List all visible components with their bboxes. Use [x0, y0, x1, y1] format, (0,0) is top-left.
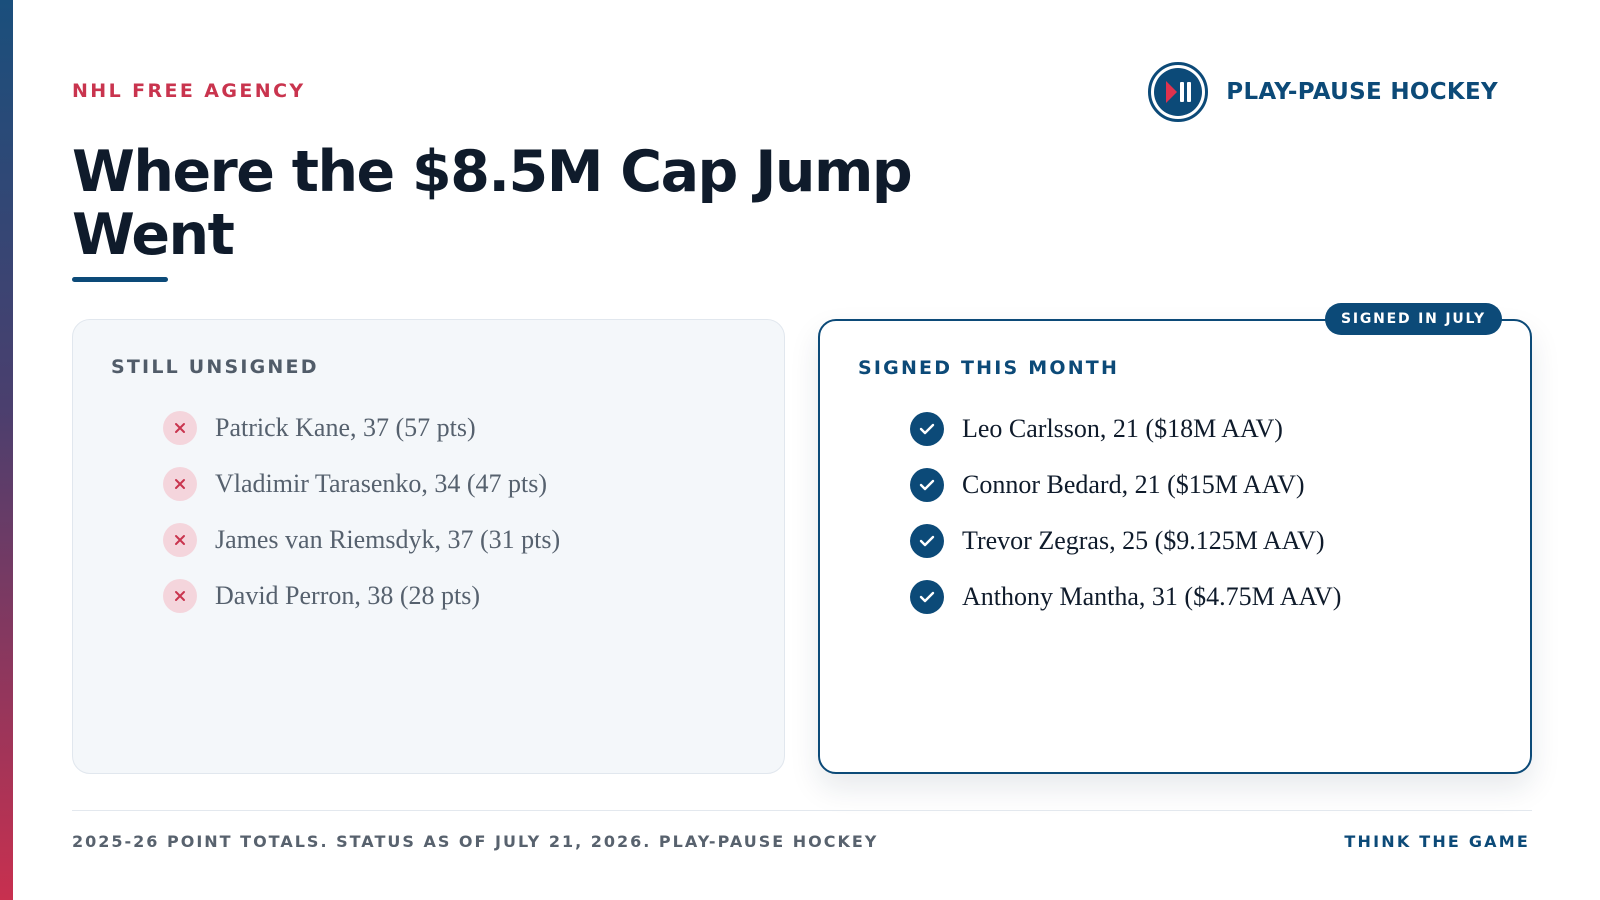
list-item: Leo Carlsson, 21 ($18M AAV)	[910, 401, 1341, 457]
list-item: Patrick Kane, 37 (57 pts)	[163, 400, 560, 456]
list-item: Anthony Mantha, 31 ($4.75M AAV)	[910, 569, 1341, 625]
player-entry: Connor Bedard, 21 ($15M AAV)	[962, 470, 1305, 499]
check-icon	[910, 412, 944, 446]
player-entry: David Perron, 38 (28 pts)	[215, 581, 481, 610]
x-icon	[163, 467, 197, 501]
list-item: David Perron, 38 (28 pts)	[163, 568, 560, 624]
list-item: Trevor Zegras, 25 ($9.125M AAV)	[910, 513, 1341, 569]
x-icon	[163, 411, 197, 445]
signed-card: SIGNED IN JULY SIGNED THIS MONTH Leo Car…	[818, 303, 1532, 774]
page-title: Where the $8.5M Cap Jump Went	[72, 139, 913, 268]
player-entry: Patrick Kane, 37 (57 pts)	[215, 413, 476, 442]
unsigned-list: Patrick Kane, 37 (57 pts) Vladimir Taras…	[163, 400, 560, 624]
list-item: Vladimir Tarasenko, 34 (47 pts)	[163, 456, 560, 512]
unsigned-heading: STILL UNSIGNED	[111, 356, 319, 378]
check-icon	[910, 468, 944, 502]
footer-tagline: THINK THE GAME	[1344, 832, 1530, 851]
player-entry: James van Riemsdyk, 37 (31 pts)	[215, 525, 561, 554]
eyebrow-label: NHL FREE AGENCY	[72, 80, 306, 102]
signed-heading: SIGNED THIS MONTH	[858, 357, 1120, 379]
list-item: Connor Bedard, 21 ($15M AAV)	[910, 457, 1341, 513]
status-badge: SIGNED IN JULY	[1324, 303, 1502, 335]
player-entry: Leo Carlsson, 21 ($18M AAV)	[962, 414, 1283, 443]
title-underline	[72, 277, 168, 282]
list-item: James van Riemsdyk, 37 (31 pts)	[163, 512, 560, 568]
accent-strip	[0, 0, 13, 900]
play-pause-icon	[1166, 81, 1192, 103]
player-entry: Vladimir Tarasenko, 34 (47 pts)	[215, 469, 548, 498]
brand-logo	[1148, 62, 1209, 122]
brand-name: PLAY-PAUSE HOCKEY	[1226, 79, 1498, 105]
signed-list: Leo Carlsson, 21 ($18M AAV) Connor Bedar…	[910, 401, 1341, 625]
check-icon	[910, 580, 944, 614]
footer-source: 2025-26 POINT TOTALS. STATUS AS OF JULY …	[72, 832, 879, 851]
x-icon	[163, 579, 197, 613]
x-icon	[163, 523, 197, 557]
check-icon	[910, 524, 944, 558]
unsigned-card: STILL UNSIGNED Patrick Kane, 37 (57 pts)…	[72, 319, 785, 774]
brand: PLAY-PAUSE HOCKEY	[1148, 62, 1498, 122]
player-entry: Trevor Zegras, 25 ($9.125M AAV)	[962, 526, 1325, 555]
player-entry: Anthony Mantha, 31 ($4.75M AAV)	[962, 582, 1342, 611]
footer-divider	[72, 810, 1532, 811]
